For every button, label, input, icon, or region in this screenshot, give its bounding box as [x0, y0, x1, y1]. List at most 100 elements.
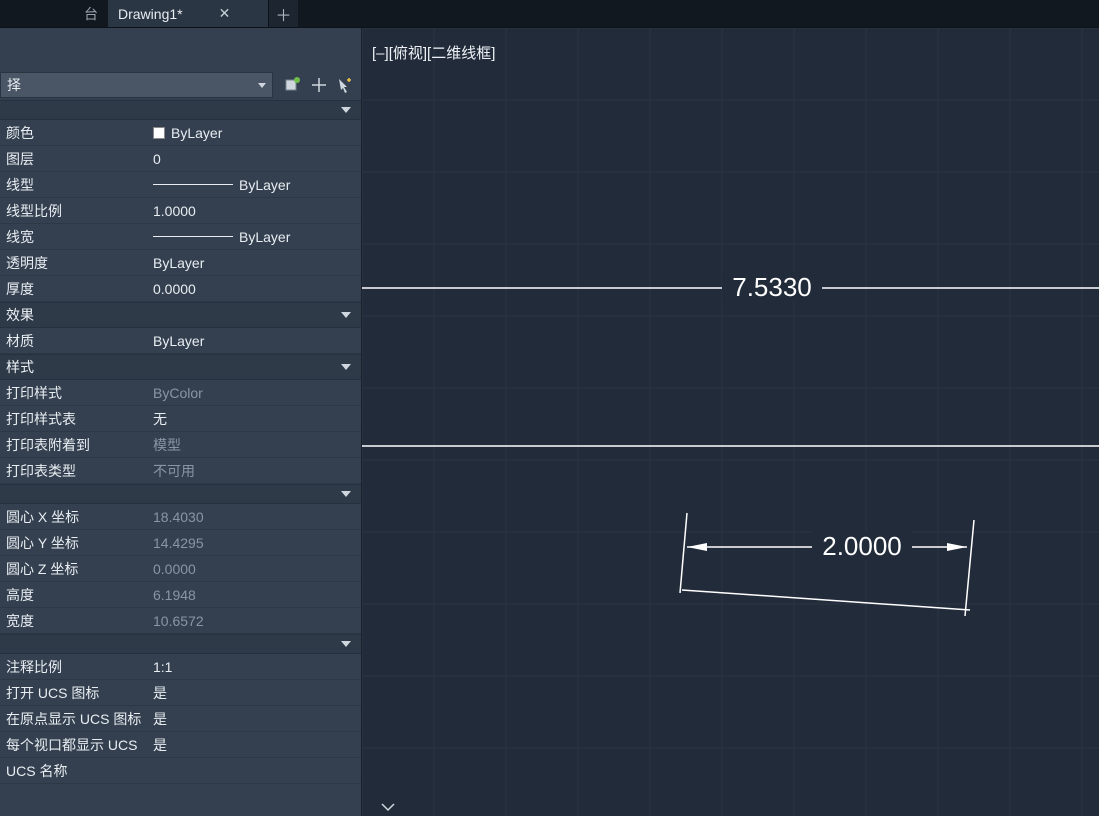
prop-row-color[interactable]: 颜色 ByLayer	[0, 120, 361, 146]
prop-row-plotattached[interactable]: 打印表附着到 模型	[0, 432, 361, 458]
prop-row-transparency[interactable]: 透明度 ByLayer	[0, 250, 361, 276]
section-general-header[interactable]	[0, 100, 361, 120]
prop-row-annoscale[interactable]: 注释比例 1:1	[0, 654, 361, 680]
selection-filter-bar: 择	[0, 70, 361, 100]
prop-label: 打印表附着到	[0, 435, 147, 455]
prop-row-ucs-name[interactable]: UCS 名称	[0, 758, 361, 784]
close-tab-icon[interactable]: ✕	[219, 5, 231, 22]
lineweight-preview-icon	[153, 236, 233, 237]
prop-value[interactable]: 1.0000	[147, 198, 361, 223]
document-tab-active[interactable]: Drawing1* ✕	[108, 0, 268, 27]
prop-row-center-z[interactable]: 圆心 Z 坐标 0.0000	[0, 556, 361, 582]
prop-value[interactable]: ByLayer	[147, 250, 361, 275]
panel-top-spacer	[0, 28, 361, 70]
prop-value[interactable]: 0	[147, 146, 361, 171]
prop-value: ByColor	[147, 380, 361, 405]
new-tab-button[interactable]: ＋	[268, 0, 298, 27]
prop-row-center-x[interactable]: 圆心 X 坐标 18.4030	[0, 504, 361, 530]
section-plot-header[interactable]: 样式	[0, 354, 361, 380]
prop-label: 打印样式	[0, 383, 147, 403]
chevron-down-icon	[341, 364, 351, 370]
section-effects-header[interactable]: 效果	[0, 302, 361, 328]
svg-text:2.0000: 2.0000	[822, 531, 902, 561]
toggle-pickadd-icon[interactable]	[281, 73, 305, 97]
selection-filter-text: 择	[7, 75, 21, 95]
prop-value[interactable]: 0.0000	[147, 276, 361, 301]
prop-row-ucs-per-viewport[interactable]: 每个视口都显示 UCS 是	[0, 732, 361, 758]
properties-panel: 择 颜色 ByLayer 图层 0 线型 ByLa	[0, 28, 362, 816]
section-title: 样式	[6, 357, 34, 377]
prop-row-thickness[interactable]: 厚度 0.0000	[0, 276, 361, 302]
prop-label: 圆心 Y 坐标	[0, 533, 147, 553]
prop-label: 图层	[0, 149, 147, 169]
prop-row-ucs-origin[interactable]: 在原点显示 UCS 图标 是	[0, 706, 361, 732]
section-misc-header[interactable]	[0, 634, 361, 654]
prop-value[interactable]: 1:1	[147, 654, 361, 679]
chevron-down-icon	[341, 107, 351, 113]
linetype-preview-icon	[153, 184, 233, 185]
color-swatch-icon	[153, 127, 165, 139]
prop-row-plottable[interactable]: 打印样式表 无	[0, 406, 361, 432]
prop-value: 14.4295	[147, 530, 361, 555]
prop-value[interactable]: ByLayer	[147, 172, 361, 197]
prop-label: 在原点显示 UCS 图标	[0, 709, 147, 729]
prop-value: 6.1948	[147, 582, 361, 607]
prop-row-linetype[interactable]: 线型 ByLayer	[0, 172, 361, 198]
prop-row-ucs-icon-on[interactable]: 打开 UCS 图标 是	[0, 680, 361, 706]
viewport-controls-prefix[interactable]: [–]	[372, 45, 389, 62]
quick-select-icon[interactable]	[333, 73, 357, 97]
prop-row-lineweight[interactable]: 线宽 ByLayer	[0, 224, 361, 250]
prop-value[interactable]: 是	[147, 732, 361, 757]
prop-value[interactable]: 是	[147, 680, 361, 705]
prop-label: 高度	[0, 585, 147, 605]
drawing-canvas[interactable]: 7.5330 2.0000 [–][俯视][二维线框]	[362, 28, 1099, 816]
prop-value[interactable]: 无	[147, 406, 361, 431]
viewport-visualstyle[interactable]: [二维线框]	[427, 45, 495, 62]
prop-row-ltscale[interactable]: 线型比例 1.0000	[0, 198, 361, 224]
document-tab-bar: 台 Drawing1* ✕ ＋	[0, 0, 1099, 28]
prop-value[interactable]: 是	[147, 706, 361, 731]
prop-label: 注释比例	[0, 657, 147, 677]
prop-value: 不可用	[147, 458, 361, 483]
prop-label: 线型	[0, 175, 147, 195]
prop-row-layer[interactable]: 图层 0	[0, 146, 361, 172]
prop-label: 材质	[0, 331, 147, 351]
prop-row-material[interactable]: 材质 ByLayer	[0, 328, 361, 354]
tabbar-spacer	[298, 0, 1099, 27]
prop-value: 0.0000	[147, 556, 361, 581]
selection-filter-combo[interactable]: 择	[0, 72, 273, 98]
prop-value: 10.6572	[147, 608, 361, 633]
prop-value[interactable]: ByLayer	[147, 328, 361, 353]
prop-label: 打印样式表	[0, 409, 147, 429]
start-tab[interactable]: 台	[0, 0, 108, 27]
prop-value[interactable]	[147, 758, 361, 783]
prop-label: 厚度	[0, 279, 147, 299]
prop-value[interactable]: ByLayer	[147, 120, 361, 145]
prop-row-center-y[interactable]: 圆心 Y 坐标 14.4295	[0, 530, 361, 556]
prop-value: 模型	[147, 432, 361, 457]
document-tab-title: Drawing1*	[118, 6, 183, 22]
select-objects-icon[interactable]	[307, 73, 331, 97]
prop-row-plotstyle[interactable]: 打印样式 ByColor	[0, 380, 361, 406]
prop-row-height[interactable]: 高度 6.1948	[0, 582, 361, 608]
canvas-svg: 7.5330 2.0000	[362, 28, 1099, 816]
prop-row-plottype[interactable]: 打印表类型 不可用	[0, 458, 361, 484]
chevron-down-icon	[341, 312, 351, 318]
prop-label: 宽度	[0, 611, 147, 631]
chevron-down-icon	[258, 83, 266, 88]
svg-text:7.5330: 7.5330	[732, 272, 812, 302]
prop-value[interactable]: ByLayer	[147, 224, 361, 249]
section-view-header[interactable]	[0, 484, 361, 504]
prop-label: 圆心 Z 坐标	[0, 559, 147, 579]
viewport-label[interactable]: [–][俯视][二维线框]	[372, 42, 495, 63]
prop-label: 打开 UCS 图标	[0, 683, 147, 703]
chevron-down-icon	[341, 641, 351, 647]
prop-label: 颜色	[0, 123, 147, 143]
section-title: 效果	[6, 305, 34, 325]
prop-label: 圆心 X 坐标	[0, 507, 147, 527]
prop-label: 每个视口都显示 UCS	[0, 735, 147, 755]
prop-row-width[interactable]: 宽度 10.6572	[0, 608, 361, 634]
prop-label: 线型比例	[0, 201, 147, 221]
viewport-view[interactable]: [俯视]	[389, 45, 427, 62]
prop-label: 透明度	[0, 253, 147, 273]
